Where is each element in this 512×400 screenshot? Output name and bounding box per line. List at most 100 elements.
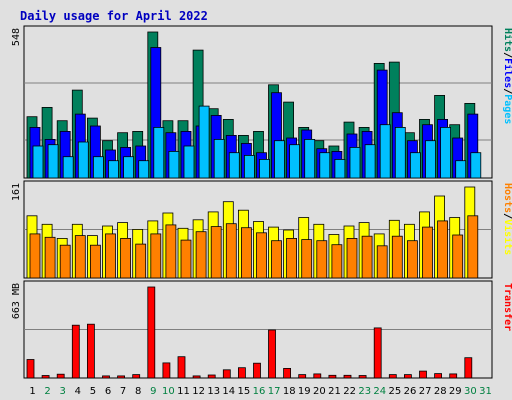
x-tick-label-17: 17 [268,386,281,397]
bar-pages-11 [183,145,195,179]
x-tick-label-16: 16 [253,386,266,397]
bar-hosts-29 [452,234,464,279]
bar-hosts-20 [316,240,328,279]
bar-transfer-26 [403,374,412,379]
x-tick-label-25: 25 [389,386,402,397]
x-tick-label-15: 15 [238,386,251,397]
bar-pages-16 [259,158,270,179]
x-tick-label-9: 9 [150,386,156,397]
bar-pages-23 [364,144,376,179]
bar-transfer-1 [26,359,35,379]
bar-pages-5 [93,156,104,179]
bar-transfer-20 [313,373,322,379]
legend-part: Pages [502,94,512,124]
x-tick-label-20: 20 [313,386,326,397]
bar-transfer-6 [102,375,110,379]
x-tick-label-8: 8 [135,386,141,397]
x-tick-label-29: 29 [449,386,462,397]
x-tick-label-6: 6 [105,386,111,397]
bar-hosts-22 [346,237,358,279]
x-tick-label-7: 7 [120,386,126,397]
bar-pages-19 [304,138,316,179]
bar-pages-25 [394,127,406,179]
legend-part: / [502,88,512,94]
bar-pages-28 [440,127,452,179]
bar-pages-6 [108,160,119,179]
x-tick-label-28: 28 [434,386,447,397]
bar-hosts-8 [135,243,147,279]
bar-hosts-30 [467,215,479,279]
bar-pages-10 [168,150,180,179]
bar-transfer-7 [117,375,125,379]
bar-pages-3 [62,156,74,179]
legend-part: / [502,52,512,58]
x-tick-label-12: 12 [192,386,205,397]
bar-transfer-13 [207,374,216,379]
bar-transfer-4 [71,324,80,379]
legend-part: Hosts [502,183,512,213]
bar-pages-7 [123,156,134,179]
bar-hosts-21 [331,244,343,279]
bar-hosts-26 [406,240,418,279]
bar-pages-26 [409,152,421,179]
x-tick-label-30: 30 [464,386,477,397]
x-tick-label-21: 21 [328,386,341,397]
bar-transfer-8 [132,374,141,379]
bar-transfer-17 [268,329,276,379]
series-legend-hits-files-pages: Hits/Files/Pages [502,28,512,124]
x-tick-label-14: 14 [222,386,235,397]
bar-transfer-28 [434,373,443,379]
x-tick-label-2: 2 [44,386,50,397]
bar-pages-20 [319,152,331,179]
bar-hosts-1 [29,233,41,279]
legend-part: / [502,213,512,219]
bar-transfer-30 [464,357,473,379]
x-tick-label-11: 11 [177,386,190,397]
bar-pages-1 [32,145,44,179]
bar-transfer-12 [192,375,201,379]
bar-hosts-11 [180,239,192,279]
bar-pages-13 [213,138,225,179]
legend-part: Transfer [502,283,512,331]
chart-title: Daily usage for April 2022 [20,9,208,23]
ymax-label-transfer: 663 MB [11,283,22,319]
x-tick-label-31: 31 [479,386,492,397]
x-tick-label-4: 4 [75,386,81,397]
bar-transfer-15 [237,367,246,379]
x-tick-label-26: 26 [404,386,417,397]
bar-hosts-15 [240,227,252,279]
bar-pages-15 [243,154,255,179]
bar-pages-24 [379,124,391,179]
bar-hosts-17 [271,240,282,279]
bar-pages-27 [425,140,436,179]
bar-pages-30 [470,152,482,179]
bar-hosts-25 [391,235,403,279]
bar-transfer-23 [358,375,367,379]
bar-pages-18 [289,144,301,179]
bar-hosts-6 [105,233,116,279]
bar-pages-14 [228,152,240,179]
x-tick-label-13: 13 [207,386,220,397]
bar-hosts-14 [225,223,237,279]
bar-hosts-27 [422,226,433,279]
bar-pages-2 [47,144,59,179]
series-legend-visits-hosts: Hosts/Visits [502,183,512,255]
x-tick-label-22: 22 [343,386,356,397]
legend-part: Visits [502,219,512,255]
series-legend-transfer: Transfer [502,283,512,331]
ymax-label-visits-hosts: 161 [11,183,22,201]
bar-hosts-16 [256,232,267,279]
bar-hosts-23 [361,235,373,279]
legend-part: Hits [502,28,512,52]
bar-transfer-21 [328,374,337,379]
x-tick-label-19: 19 [298,386,311,397]
bar-hosts-12 [195,231,207,279]
bar-transfer-5 [87,323,95,379]
bar-hosts-19 [301,239,313,279]
bar-hosts-2 [44,236,56,279]
bar-transfer-3 [56,373,65,379]
bar-transfer-9 [147,286,156,379]
bar-hosts-7 [120,237,131,279]
